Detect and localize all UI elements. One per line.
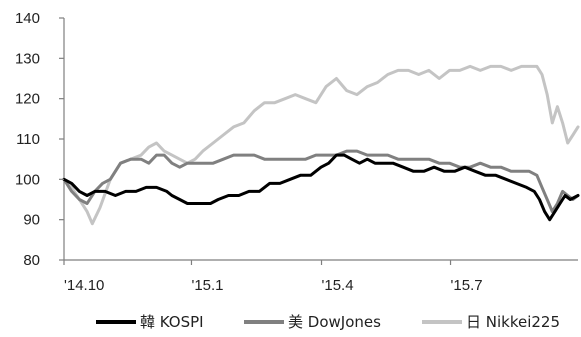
x-tick-label: '15.7	[451, 277, 483, 294]
x-tick-label: '15.4	[322, 277, 354, 294]
x-axis-ticks: '14.10 '15.1 '15.4 '15.7	[63, 260, 483, 294]
legend-label-0: 韓 KOSPI	[140, 313, 204, 331]
x-tick-label: '15.1	[191, 277, 223, 294]
axes	[63, 18, 578, 261]
y-axis-ticks: 80 90 100 110 120 130 140	[15, 10, 64, 269]
series-line-1	[62, 149, 580, 214]
plot-area	[62, 64, 580, 226]
y-tick-label: 110	[16, 131, 40, 148]
legend-label-1: 美 DowJones	[288, 313, 381, 331]
legend-label-2: 日 Nikkei225	[466, 313, 560, 331]
y-tick-label: 80	[23, 252, 40, 269]
series-line-2	[62, 64, 580, 226]
y-tick-label: 90	[23, 212, 40, 229]
legend: 韓 KOSPI 美 DowJones 日 Nikkei225	[96, 313, 560, 331]
y-tick-label: 140	[15, 10, 40, 27]
x-tick-label: '14.10	[64, 277, 104, 294]
y-tick-label: 130	[15, 50, 40, 67]
series-line-0	[62, 153, 580, 222]
y-tick-label: 100	[15, 171, 40, 188]
y-tick-label: 120	[15, 91, 40, 108]
